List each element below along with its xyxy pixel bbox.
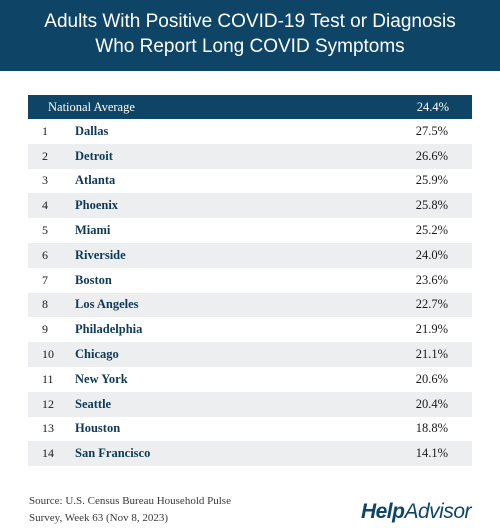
value-cell: 20.6% [415,371,448,386]
logo-help-text: Help [360,500,405,523]
value-cell: 21.1% [415,347,448,362]
table-row: 8 Los Angeles 22.7% [28,292,472,318]
national-average-row: National Average 24.4% [28,95,472,119]
city-cell: San Francisco [75,446,151,461]
value-cell: 26.6% [415,148,448,163]
table-row: 14 San Francisco 14.1% [28,441,472,467]
value-cell: 23.6% [415,272,448,287]
rank-cell: 1 [42,123,48,138]
table-row: 13 Houston 18.8% [28,417,472,442]
helpadvisor-logo: HelpAdvisor [360,500,472,524]
value-cell: 25.9% [415,173,448,188]
city-cell: Phoenix [75,198,119,213]
value-cell: 20.4% [415,396,448,411]
table-body: 1 Dallas 27.5% 2 Detroit 26.6% 3 Atlanta 25.9% 4 P… [28,119,472,467]
rank-cell: 11 [42,371,54,386]
table-row: 1 Dallas 27.5% [28,119,472,144]
table-row: 12 Seattle 20.4% [28,391,472,417]
value-cell: 18.8% [415,421,448,436]
city-cell: Atlanta [75,173,116,188]
rank-cell: 4 [42,198,48,213]
table-row: 7 Boston 23.6% [28,268,472,293]
value-cell: 24.0% [415,247,448,262]
ranking-table: National Average 24.4% 1 Dallas 27.5% 2 Detr… [28,95,472,467]
rank-cell: 3 [42,173,48,188]
table-row: 5 Miami 25.2% [28,218,472,243]
table-row: 4 Phoenix 25.8% [28,193,472,219]
rank-cell: 2 [42,148,48,163]
rank-cell: 13 [42,421,54,436]
city-cell: Seattle [75,396,112,411]
value-cell: 27.5% [415,123,448,138]
city-cell: Detroit [75,148,113,163]
value-cell: 25.8% [415,198,448,213]
table-row: 6 Riverside 24.0% [28,242,472,268]
table-row: 2 Detroit 26.6% [28,143,472,169]
city-cell: Boston [75,272,112,287]
title-line-2: Who Report Long COVID Symptoms [95,36,405,57]
source-note: Source: U.S. Census Bureau Household Pul… [29,493,309,526]
national-average-label: National Average [48,99,135,114]
table-row: 3 Atlanta 25.9% [28,169,472,194]
source-line-2: Survey, Week 63 (Nov 8, 2023) [29,511,169,524]
rank-cell: 10 [42,347,54,362]
national-average-value: 24.4% [416,99,449,114]
city-cell: New York [75,371,128,386]
table-row: 11 New York 20.6% [28,367,472,392]
rank-cell: 8 [42,297,48,312]
title-banner: Adults With Positive COVID-19 Test or Di… [0,0,500,71]
table-row: 10 Chicago 21.1% [28,342,472,367]
table-row: 9 Philadelphia 21.9% [28,317,472,342]
value-cell: 14.1% [415,446,448,461]
city-cell: Dallas [75,123,109,138]
rank-cell: 5 [42,223,48,238]
value-cell: 21.9% [415,322,448,337]
value-cell: 25.2% [415,223,448,238]
city-cell: Philadelphia [75,322,143,337]
rank-cell: 9 [42,322,48,337]
city-cell: Los Angeles [75,297,139,312]
rank-cell: 6 [42,247,48,262]
rank-cell: 7 [42,272,48,287]
rank-cell: 12 [42,396,54,411]
value-cell: 22.7% [415,297,448,312]
source-line-1: Source: U.S. Census Bureau Household Pul… [29,495,231,507]
title-line-1: Adults With Positive COVID-19 Test or Di… [44,11,456,32]
rank-cell: 14 [42,446,54,461]
city-cell: Chicago [75,347,119,362]
logo-advisor-text: Advisor [404,500,471,523]
city-cell: Riverside [75,247,126,262]
city-cell: Miami [75,223,111,238]
city-cell: Houston [75,421,121,436]
